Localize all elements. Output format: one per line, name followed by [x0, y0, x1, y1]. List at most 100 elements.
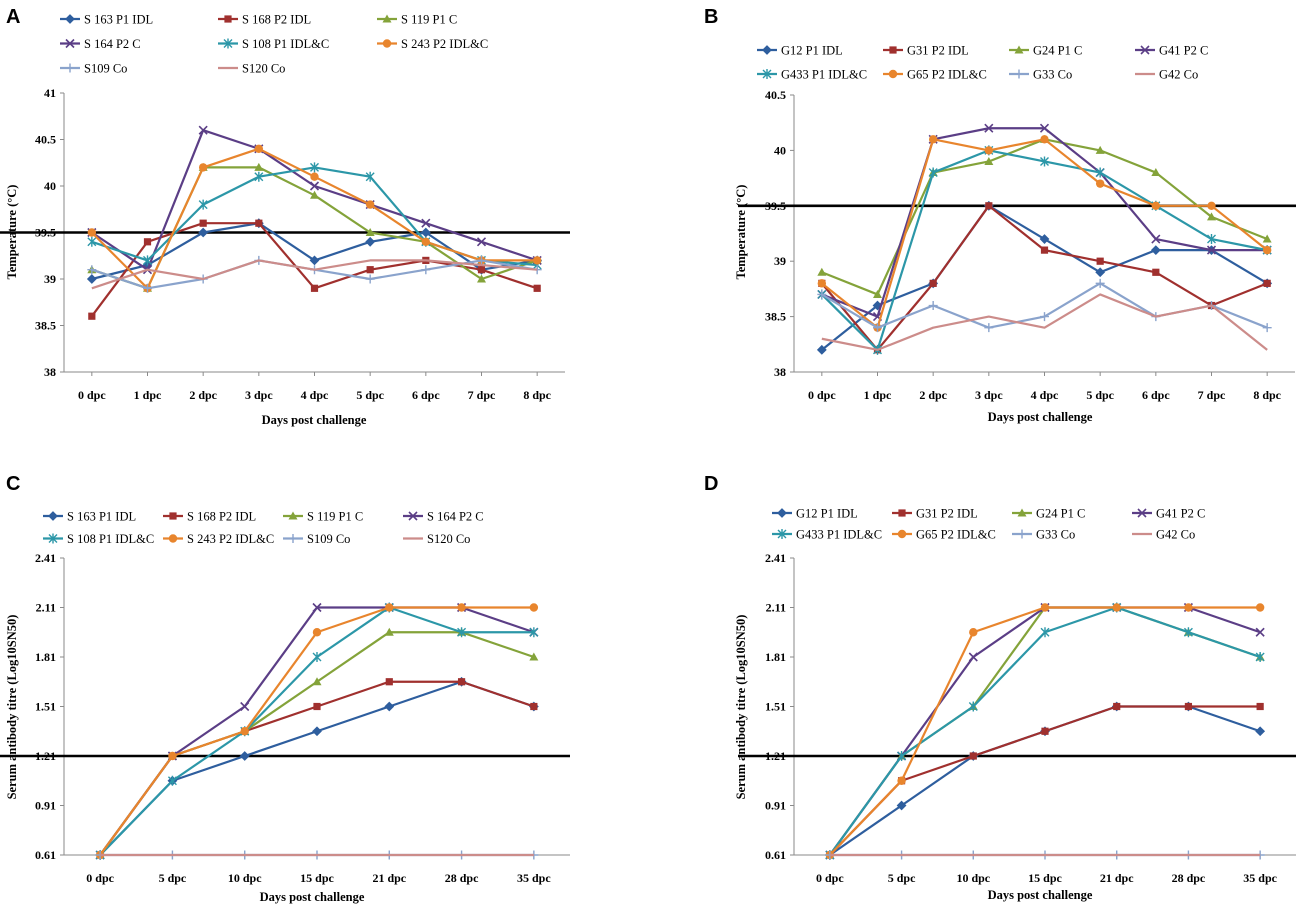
data-point — [530, 702, 538, 711]
x-tick-label: 3 dpc — [975, 388, 1003, 402]
data-point — [984, 146, 994, 155]
legend-marker — [48, 511, 58, 521]
series-6 — [95, 603, 539, 860]
x-tick-label: 8 dpc — [523, 388, 551, 402]
y-tick-label: 1.51 — [765, 700, 786, 714]
data-point — [1096, 257, 1104, 265]
legend-marker — [1017, 508, 1027, 517]
legend-item: G31 P2 IDL — [892, 507, 978, 521]
legend-marker — [288, 511, 298, 520]
data-point — [143, 283, 152, 293]
data-point — [984, 323, 994, 333]
data-point — [969, 752, 977, 760]
x-tick-label: 1 dpc — [864, 388, 892, 402]
legend-item: S 119 P1 C — [377, 13, 457, 27]
legend-label: G31 P2 IDL — [916, 507, 978, 521]
legend-marker — [408, 511, 418, 521]
data-point — [1255, 652, 1265, 662]
x-tick-label: 10 dpc — [956, 871, 990, 885]
legend-label: G33 Co — [1033, 68, 1072, 82]
legend-label: S120 Co — [242, 62, 285, 76]
legend-item: S 108 P1 IDL&C — [218, 37, 329, 51]
data-point — [477, 255, 486, 265]
legend-label: S 164 P2 C — [84, 37, 141, 51]
data-point — [365, 228, 375, 236]
legend-marker — [168, 534, 178, 543]
data-point — [87, 228, 97, 237]
x-tick-label: 0 dpc — [816, 871, 844, 885]
legend-label: G12 P1 IDL — [781, 44, 843, 58]
y-tick-label: 1.81 — [765, 650, 786, 664]
legend-item: G12 P1 IDL — [757, 44, 843, 58]
series-8 — [821, 293, 1268, 351]
legend-label: S 108 P1 IDL&C — [242, 37, 329, 51]
series-1 — [824, 701, 1266, 860]
legend-label: S 119 P1 C — [307, 510, 363, 524]
data-point — [1040, 627, 1050, 638]
panel-label-a: A — [6, 6, 20, 28]
legend-marker — [762, 69, 772, 79]
legend-item: S109 Co — [283, 532, 350, 546]
data-point — [1040, 312, 1049, 322]
series-line — [91, 259, 538, 290]
data-point — [87, 265, 97, 275]
data-point — [529, 652, 539, 661]
data-point — [1095, 278, 1105, 288]
series-3 — [95, 627, 539, 859]
x-tick-label: 15 dpc — [300, 871, 334, 885]
y-tick-label: 39 — [774, 254, 786, 268]
data-point — [168, 751, 177, 761]
x-tick-label: 5 dpc — [1086, 388, 1114, 402]
legend-marker — [48, 533, 58, 544]
legend-marker — [65, 38, 75, 49]
data-point — [817, 279, 827, 288]
data-point — [312, 677, 322, 686]
data-point — [897, 751, 907, 761]
legend-item: G24 P1 C — [1012, 507, 1085, 521]
data-point — [310, 162, 319, 173]
data-point — [1039, 123, 1050, 133]
data-point — [384, 701, 395, 712]
legend-b: G12 P1 IDL G31 P2 IDL G24 P1 C G41 P2 C G433… — [757, 44, 1208, 82]
x-tick-label: 0 dpc — [78, 388, 106, 402]
legend-marker — [288, 534, 298, 543]
y-tick-label: 2.41 — [765, 551, 786, 565]
data-point — [1262, 245, 1272, 255]
x-tick-label: 1 dpc — [134, 388, 162, 402]
data-point — [1256, 702, 1264, 711]
series-6 — [87, 144, 542, 293]
y-tick-label: 40 — [774, 143, 786, 157]
data-point — [984, 123, 994, 133]
y-tick-label: 40.5 — [35, 133, 56, 147]
data-point — [1207, 234, 1216, 245]
data-point — [240, 701, 250, 712]
x-tick-label: 3 dpc — [245, 388, 273, 402]
y-axis-title-d: Serum antibody titre (Log10SN50) — [734, 615, 748, 800]
series-6 — [825, 603, 1265, 860]
data-point — [421, 237, 431, 246]
x-tick-label: 15 dpc — [1028, 871, 1062, 885]
data-point — [928, 301, 938, 311]
legend-item: S 164 P2 C — [60, 37, 141, 51]
legend-marker — [65, 63, 75, 73]
data-point — [385, 678, 393, 686]
data-point — [384, 627, 394, 636]
legend-item: S 168 P2 IDL — [218, 13, 311, 27]
data-point — [529, 603, 539, 612]
legend-marker — [382, 14, 392, 23]
data-point — [239, 751, 250, 761]
panel-d: D 0.610.911.211.511.812.112.410 dpc 5 dpc… — [704, 473, 1296, 902]
y-tick-label: 2.11 — [36, 601, 56, 615]
data-point — [87, 236, 97, 247]
legend-label: G33 Co — [1036, 528, 1075, 542]
legend-item: S120 Co — [218, 62, 285, 76]
data-point — [309, 255, 320, 266]
legend-item: G42 Co — [1132, 528, 1195, 542]
legend-item: G41 P2 C — [1135, 44, 1208, 58]
data-point — [816, 344, 827, 355]
legend-label: G65 P2 IDL&C — [916, 528, 996, 542]
data-point — [310, 172, 319, 181]
data-point — [873, 323, 882, 333]
